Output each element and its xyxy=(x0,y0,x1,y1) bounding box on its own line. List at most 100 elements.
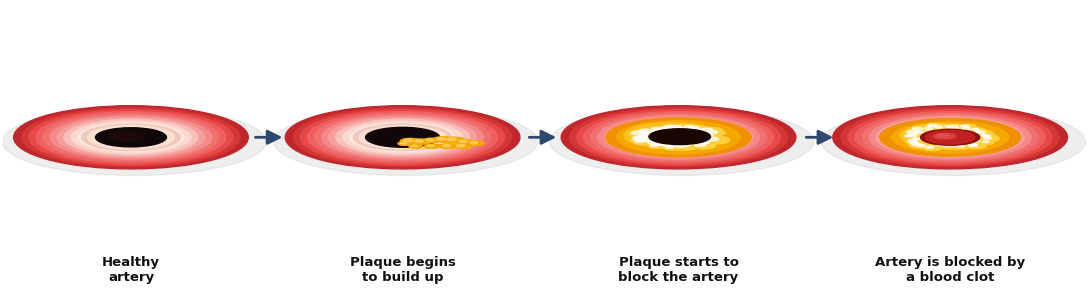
Circle shape xyxy=(945,125,951,127)
Circle shape xyxy=(631,131,644,135)
Circle shape xyxy=(973,128,980,130)
Circle shape xyxy=(87,126,175,149)
Circle shape xyxy=(561,106,796,169)
Circle shape xyxy=(661,143,672,146)
Circle shape xyxy=(701,137,711,139)
Circle shape xyxy=(962,127,971,130)
Circle shape xyxy=(641,134,649,136)
Circle shape xyxy=(909,134,917,136)
Circle shape xyxy=(404,139,413,142)
Circle shape xyxy=(685,127,713,135)
Circle shape xyxy=(959,125,976,129)
Circle shape xyxy=(434,137,452,142)
Circle shape xyxy=(700,133,722,139)
Circle shape xyxy=(940,143,962,149)
Circle shape xyxy=(905,135,912,137)
Circle shape xyxy=(408,145,423,148)
Circle shape xyxy=(848,110,1053,165)
Circle shape xyxy=(961,125,969,127)
Circle shape xyxy=(71,121,191,153)
Circle shape xyxy=(13,106,248,169)
Circle shape xyxy=(981,134,987,136)
Circle shape xyxy=(64,119,198,155)
Circle shape xyxy=(906,131,917,134)
Circle shape xyxy=(633,139,651,145)
Circle shape xyxy=(969,139,988,144)
Circle shape xyxy=(928,124,937,127)
Circle shape xyxy=(634,140,644,142)
Circle shape xyxy=(943,125,957,129)
Circle shape xyxy=(903,134,917,138)
Circle shape xyxy=(703,135,711,137)
Circle shape xyxy=(401,138,420,144)
Circle shape xyxy=(950,144,960,146)
Circle shape xyxy=(948,125,959,128)
Circle shape xyxy=(591,114,767,161)
Circle shape xyxy=(910,142,918,144)
Circle shape xyxy=(983,135,990,137)
Circle shape xyxy=(643,138,657,142)
Circle shape xyxy=(705,137,719,141)
Text: Plaque begins
to build up: Plaque begins to build up xyxy=(349,255,455,283)
Circle shape xyxy=(626,123,732,151)
Circle shape xyxy=(942,144,952,147)
Circle shape xyxy=(86,125,176,149)
Circle shape xyxy=(969,144,977,146)
Circle shape xyxy=(658,142,681,149)
Circle shape xyxy=(701,140,716,145)
Circle shape xyxy=(636,128,664,136)
Circle shape xyxy=(663,145,681,150)
Circle shape xyxy=(693,130,710,134)
Circle shape xyxy=(639,130,663,137)
Circle shape xyxy=(650,130,665,134)
Circle shape xyxy=(455,139,474,144)
Circle shape xyxy=(922,127,940,132)
Circle shape xyxy=(397,142,412,145)
Circle shape xyxy=(442,145,451,147)
Circle shape xyxy=(335,119,470,155)
Circle shape xyxy=(577,110,781,165)
Circle shape xyxy=(662,125,686,131)
Circle shape xyxy=(456,145,465,147)
Circle shape xyxy=(606,118,751,157)
Circle shape xyxy=(909,139,917,142)
Circle shape xyxy=(36,112,226,163)
Circle shape xyxy=(651,130,658,132)
Circle shape xyxy=(863,114,1038,161)
Circle shape xyxy=(981,136,999,141)
Circle shape xyxy=(359,126,446,149)
Circle shape xyxy=(869,116,1031,159)
Circle shape xyxy=(696,130,703,132)
Circle shape xyxy=(702,135,717,139)
Circle shape xyxy=(925,146,934,148)
Circle shape xyxy=(329,117,476,157)
Ellipse shape xyxy=(938,134,949,137)
Circle shape xyxy=(358,125,448,149)
Ellipse shape xyxy=(435,145,451,147)
Circle shape xyxy=(631,135,655,142)
Circle shape xyxy=(702,134,713,137)
Circle shape xyxy=(980,134,994,138)
Circle shape xyxy=(401,142,406,144)
Ellipse shape xyxy=(934,133,956,139)
Circle shape xyxy=(425,144,440,148)
Circle shape xyxy=(79,123,183,151)
Circle shape xyxy=(898,123,1002,151)
Circle shape xyxy=(960,127,980,132)
Circle shape xyxy=(692,143,715,149)
Circle shape xyxy=(619,121,738,153)
Circle shape xyxy=(412,145,417,147)
Circle shape xyxy=(466,141,484,146)
Circle shape xyxy=(958,145,964,147)
Circle shape xyxy=(688,126,699,129)
Circle shape xyxy=(699,136,720,142)
Circle shape xyxy=(447,138,456,141)
Circle shape xyxy=(688,128,702,132)
Circle shape xyxy=(974,130,988,134)
Circle shape xyxy=(82,124,180,150)
Circle shape xyxy=(22,108,240,167)
Circle shape xyxy=(917,145,925,147)
Circle shape xyxy=(675,127,686,130)
Circle shape xyxy=(569,108,787,167)
Circle shape xyxy=(612,119,746,155)
